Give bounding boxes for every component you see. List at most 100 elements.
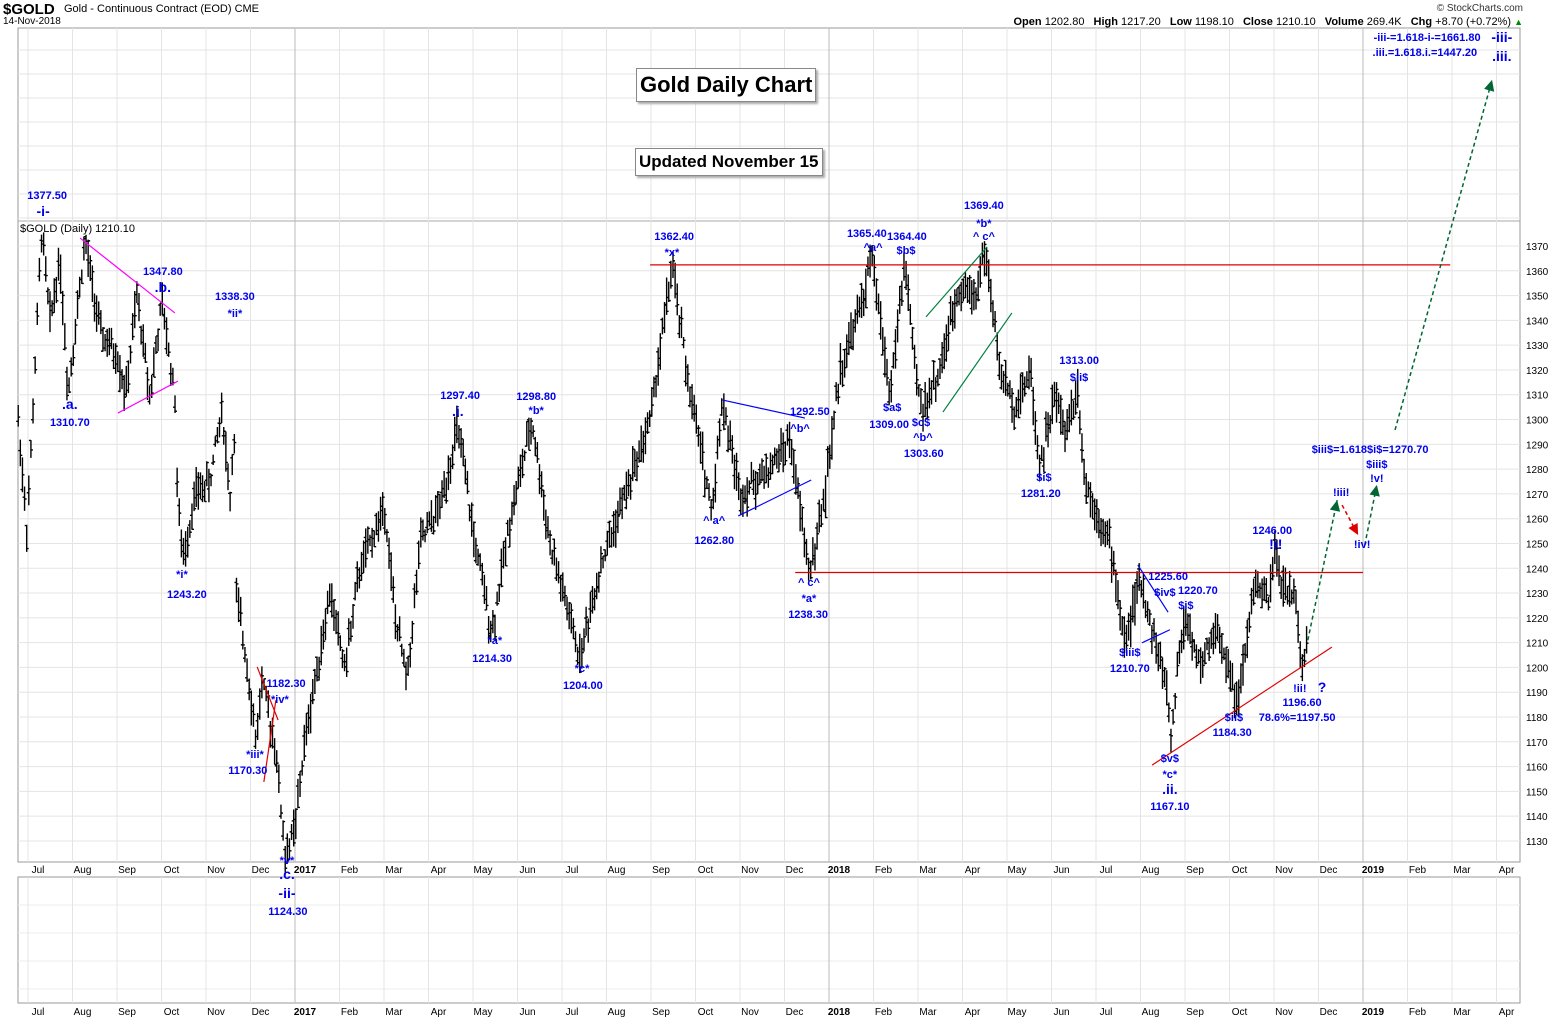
price-bar xyxy=(1173,692,1178,710)
wave-label: 1309.00 xyxy=(869,419,909,431)
price-bar xyxy=(984,247,989,277)
x-tick-label: Apr xyxy=(1499,865,1515,876)
price-bar xyxy=(321,619,326,650)
triangle-upper-line xyxy=(79,237,176,314)
price-bar xyxy=(187,520,192,538)
wedge-3-lower xyxy=(1141,629,1171,644)
price-bar xyxy=(584,606,589,636)
y-tick-label: 1240 xyxy=(1526,564,1549,575)
price-bar xyxy=(461,438,466,467)
price-bar xyxy=(217,417,222,438)
price-bar xyxy=(240,630,245,650)
price-bar xyxy=(997,351,1002,380)
wave-label: 1243.20 xyxy=(167,589,207,601)
wave-label: 1204.00 xyxy=(563,680,603,692)
price-bar xyxy=(88,255,93,282)
price-bar xyxy=(79,269,84,285)
chart-title-box: Gold Daily Chart xyxy=(636,68,817,102)
price-bar xyxy=(175,467,180,498)
price-bar xyxy=(910,326,915,350)
projection-big-iii xyxy=(1394,79,1493,431)
x-tick-label: Jul xyxy=(566,865,579,876)
x-tick-label: Mar xyxy=(385,1007,403,1018)
price-bar xyxy=(471,521,476,558)
price-bar xyxy=(552,538,557,566)
y-tick-label: 1310 xyxy=(1526,391,1549,402)
price-bar xyxy=(569,603,574,634)
price-bar xyxy=(870,245,875,267)
price-bar xyxy=(1094,499,1099,534)
wave-label: 1313.00 xyxy=(1059,355,1099,367)
price-bar xyxy=(503,537,508,567)
price-bar xyxy=(666,281,671,303)
price-bar xyxy=(109,327,114,350)
price-bar xyxy=(808,560,813,580)
wave-label: .a. xyxy=(62,396,78,412)
x-tick-label: Jul xyxy=(566,1007,579,1018)
price-bar xyxy=(134,281,139,304)
instrument-name: Gold - Continuous Contract (EOD) CME xyxy=(64,3,260,15)
y-tick-label: 1330 xyxy=(1526,341,1549,352)
wave-label: .b. xyxy=(155,279,171,295)
open-value: 1202.80 xyxy=(1044,16,1085,28)
price-bar xyxy=(454,405,459,444)
price-bar xyxy=(156,328,161,352)
price-bar xyxy=(815,522,820,550)
wave-label: 1303.60 xyxy=(904,448,944,460)
trend-lines xyxy=(79,79,1495,783)
x-tick-label: Aug xyxy=(74,865,92,876)
grid: 1130 1140 1150 1160 1170 1180 1190 1200 1210 1220… xyxy=(17,27,1549,1018)
x-tick-label: 2018 xyxy=(828,1007,851,1018)
ohlc-readout: Open 1202.80 High 1217.20 Low 1198.10 Cl… xyxy=(1008,16,1524,28)
price-bar xyxy=(800,506,805,532)
price-bar xyxy=(1200,651,1205,678)
price-bar xyxy=(1270,556,1275,581)
price-bar xyxy=(480,562,485,586)
wave-label: !i! xyxy=(1269,536,1282,552)
volume-value: 269.4K xyxy=(1366,16,1402,28)
price-bar xyxy=(331,599,336,632)
x-tick-label: Apr xyxy=(431,1007,447,1018)
x-tick-label: May xyxy=(1008,865,1027,876)
price-bar xyxy=(54,276,59,304)
price-bar xyxy=(132,291,137,329)
open-label: Open xyxy=(1013,16,1042,28)
price-bar xyxy=(721,393,726,431)
price-bar xyxy=(363,528,368,568)
price-bar xyxy=(221,426,226,445)
projection-iii xyxy=(1307,499,1338,641)
wave-label: !iv! xyxy=(1354,539,1371,551)
wave-label: .ii. xyxy=(1162,781,1178,797)
price-bar xyxy=(1111,550,1116,576)
price-bar xyxy=(912,344,917,369)
wave-label: 1362.40 xyxy=(654,231,694,243)
price-bar xyxy=(1035,435,1040,460)
price-bar xyxy=(365,526,370,554)
price-bar xyxy=(893,329,898,369)
x-tick-label: Mar xyxy=(919,1007,937,1018)
wave-label: 1310.70 xyxy=(50,417,90,429)
x-tick-label: Apr xyxy=(965,1007,981,1018)
price-bar xyxy=(681,336,686,349)
price-bar xyxy=(823,475,828,519)
close-value: 1210.10 xyxy=(1275,16,1316,28)
y-tick-label: 1150 xyxy=(1526,787,1548,798)
price-bar xyxy=(151,347,156,378)
price-bar xyxy=(1016,389,1021,419)
price-bar xyxy=(173,395,178,413)
price-bar xyxy=(1175,651,1180,677)
price-bar xyxy=(1031,386,1036,426)
uptrend-line xyxy=(1151,646,1333,766)
symbol: $GOLD xyxy=(3,1,55,18)
price-bar xyxy=(539,471,544,498)
wave-label: *a* xyxy=(487,635,502,647)
price-bar xyxy=(317,656,322,681)
arrowhead-icon xyxy=(1484,79,1495,92)
price-legend: $GOLD (Daily) 1210.10 xyxy=(20,223,135,235)
source-credit: © StockCharts.com xyxy=(1436,3,1523,14)
price-bar xyxy=(944,324,949,362)
price-bar xyxy=(276,764,281,793)
wave-label: .iii.=1.618.i.=1447.20 xyxy=(1373,47,1478,59)
x-tick-label: Feb xyxy=(1409,1007,1427,1018)
